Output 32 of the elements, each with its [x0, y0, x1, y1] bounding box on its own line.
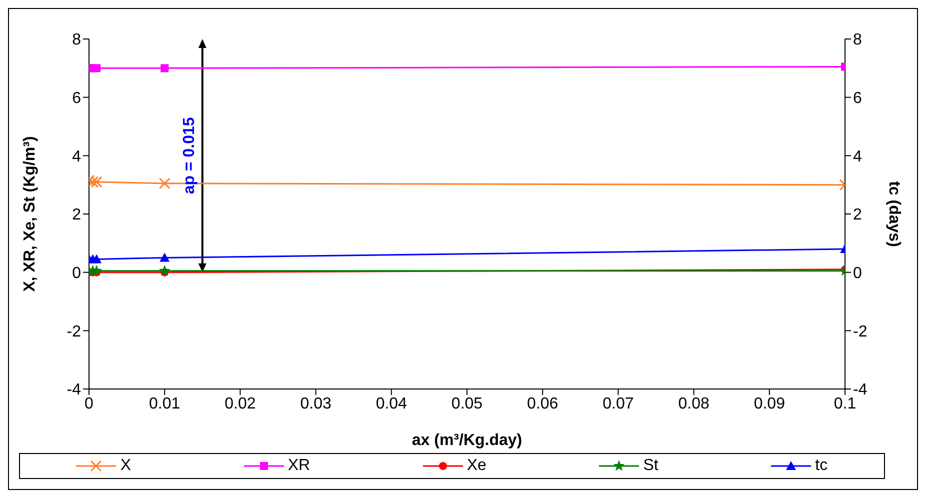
x-tick-label: 0.06 [527, 395, 558, 412]
y2-tick-label: -2 [853, 323, 868, 340]
x-tick-label: 0 [84, 395, 94, 412]
ref-line-label: ap = 0.015 [181, 117, 198, 194]
legend-label: St [643, 457, 658, 475]
y-tick-label: 6 [72, 90, 82, 108]
x-tick-label: 0.08 [678, 395, 710, 412]
y2-tick-label: 2 [853, 206, 862, 224]
x-tick-label: 0.07 [602, 395, 634, 412]
y-tick-label: 0 [72, 265, 82, 282]
y2-tick-label: 8 [853, 32, 862, 49]
y2-tick-label: 6 [853, 90, 862, 108]
x-tick-label: 0.04 [376, 395, 408, 412]
x-tick-label: 0.02 [224, 395, 256, 412]
x-tick-label: 0.03 [300, 395, 332, 412]
legend-label: tc [815, 457, 828, 475]
y-tick-label: -2 [66, 323, 82, 340]
y-tick-label: 8 [72, 32, 82, 49]
legend-label: XR [288, 457, 310, 475]
y-tick-label: 2 [72, 206, 82, 224]
x-tick-label: 0.09 [754, 395, 786, 412]
legend-label: Xe [466, 457, 486, 475]
y-tick-label: 4 [72, 148, 82, 166]
x-tick-label: 0.01 [149, 395, 180, 412]
y2-tick-label: 0 [853, 265, 862, 282]
y-tick-label: -4 [66, 382, 82, 399]
y2-tick-label: 4 [853, 148, 862, 166]
x-tick-label: 0.05 [451, 395, 483, 412]
x-axis-title: ax (m³/Kg.day) [412, 432, 522, 449]
y2-axis-title: tc (days) [885, 181, 902, 247]
legend-label: X [120, 457, 132, 475]
y-axis-title: X, XR, Xe, St (Kg/m³) [22, 136, 39, 292]
